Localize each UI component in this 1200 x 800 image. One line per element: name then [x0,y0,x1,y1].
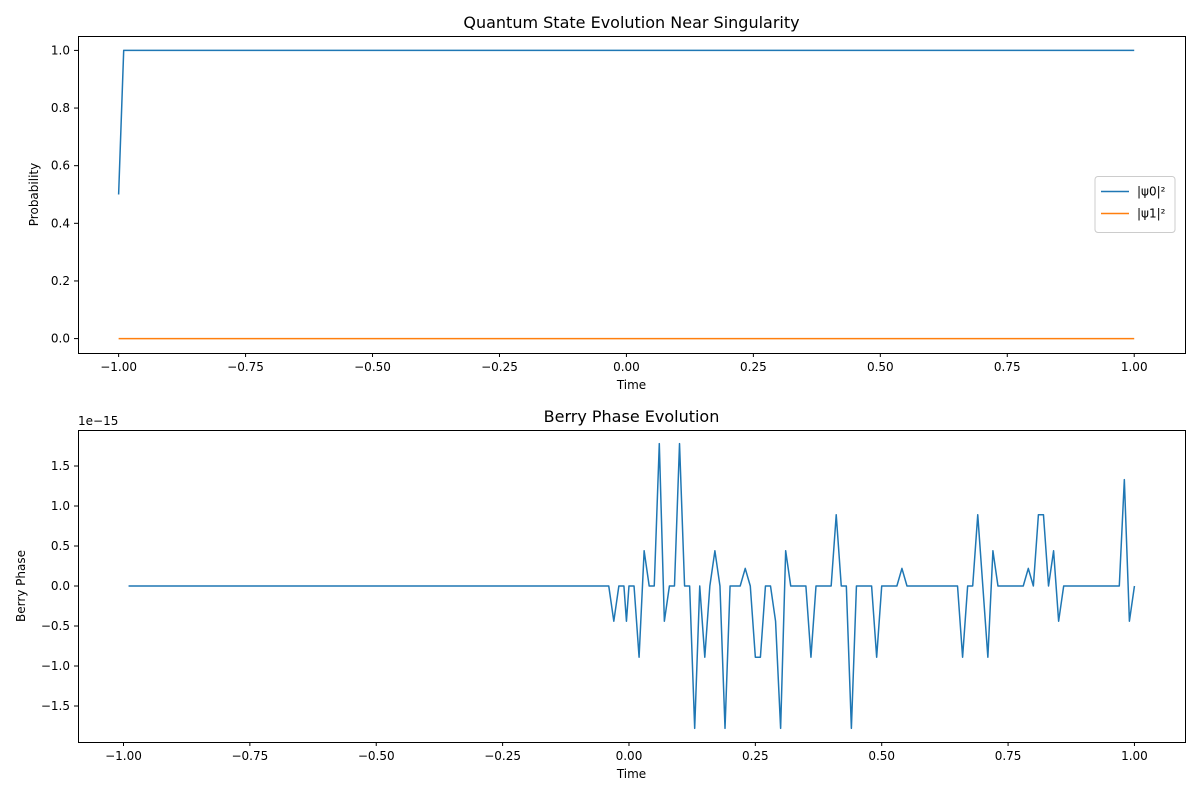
chart-1-ytick-label: 0.5 [51,539,70,553]
chart-1-xtick-label: −0.25 [484,749,521,763]
chart-0-ytick-label: 0.2 [51,274,70,288]
chart-0-xtick-label: −0.25 [481,360,518,374]
chart-0-ytick-label: 0.4 [51,216,70,230]
chart-0-ytick-label: 0.6 [51,159,70,173]
chart-1-offset-label: 1e−15 [78,414,118,428]
chart-1-ytick-label: −1.0 [41,659,70,673]
chart-0-ytick-label: 0.8 [51,101,70,115]
chart-1-xtick-label: −0.75 [231,749,268,763]
chart-1-xtick-label: −0.50 [358,749,395,763]
chart-0-xtick-label: 0.75 [994,360,1021,374]
chart-berry-phase: −1.00 −0.75 −0.50 −0.25 0.00 0.25 0.50 0.75 1.00… [14,407,1186,781]
chart-0-xtick-label: −0.50 [354,360,391,374]
chart-1-xtick-label: −1.00 [105,749,142,763]
chart-0-legend-entry: |ψ1|² [1137,207,1166,221]
chart-1-axes-frame [78,430,1186,743]
chart-quantum-state: −1.00 −0.75 −0.50 −0.25 0.00 0.25 0.50 0.75 1.00… [27,13,1186,392]
chart-1-ytick-label: −1.5 [41,699,70,713]
chart-1-xtick-label: 0.50 [868,749,895,763]
chart-0-x-axis-label: Time [616,378,646,392]
chart-0-ytick-label: 0.0 [51,332,70,346]
chart-1-ytick-label: 0.0 [51,579,70,593]
chart-1-xtick-label: 0.75 [995,749,1022,763]
chart-1-title: Berry Phase Evolution [544,407,720,426]
chart-0-xtick-label: −0.75 [227,360,264,374]
chart-0-xtick-label: −1.00 [100,360,137,374]
chart-0-xtick-label: 0.25 [740,360,767,374]
chart-0-axes-frame [78,36,1186,354]
chart-0-xtick-label: 0.50 [867,360,894,374]
chart-0-legend-box [1094,176,1176,233]
chart-1-ytick-label: −0.5 [41,619,70,633]
chart-1-ytick-label: 1.5 [51,459,70,473]
chart-0-series-line-0 [117,49,1135,195]
chart-0-y-axis-label: Probability [27,163,41,226]
chart-0-xtick-label: 0.00 [613,360,640,374]
chart-0-ytick-label: 1.0 [51,43,70,57]
chart-0-xtick-label: 1.00 [1121,360,1148,374]
chart-1-xtick-label: 1.00 [1121,749,1148,763]
chart-1-ytick-label: 1.0 [51,499,70,513]
chart-0-legend: |ψ0|² |ψ1|² [1094,176,1176,233]
chart-1-series-line-0 [128,442,1136,730]
chart-0-title: Quantum State Evolution Near Singularity [463,13,799,32]
chart-0-legend-entry: |ψ0|² [1137,185,1166,199]
chart-1-xtick-label: 0.25 [742,749,769,763]
chart-1-x-axis-label: Time [616,767,646,781]
chart-1-xtick-label: 0.00 [616,749,643,763]
chart-1-y-axis-label: Berry Phase [14,550,28,622]
